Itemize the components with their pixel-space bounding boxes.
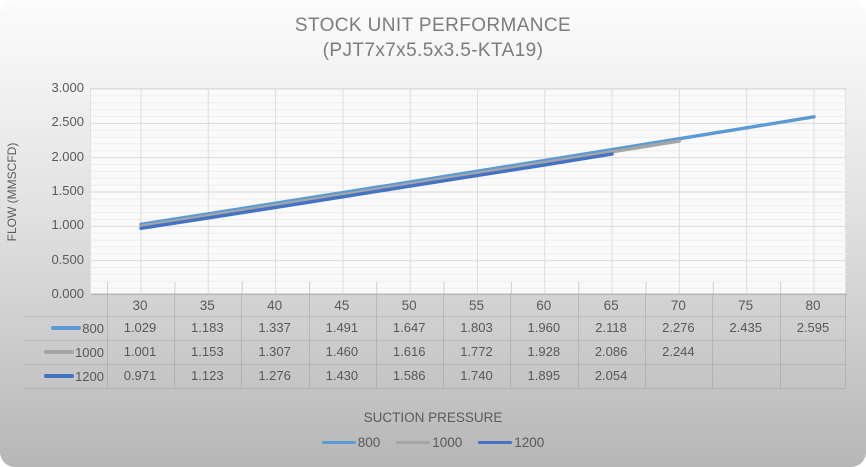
x-axis-category-label: 75: [738, 298, 754, 313]
legend-entry-1200[interactable]: 1200: [478, 435, 544, 450]
table-row-label: 1200: [75, 368, 104, 384]
table-grid-line: [24, 340, 846, 341]
legend-line-icon: [478, 440, 513, 445]
legend-entry-1000[interactable]: 1000: [396, 435, 462, 450]
table-cell: 1.895: [527, 368, 561, 383]
table-cell: 2.276: [662, 320, 695, 335]
table-grid-line: [24, 316, 846, 317]
table-cell: 2.118: [595, 320, 627, 335]
x-axis-title: SUCTION PRESSURE: [363, 410, 503, 425]
table-row-key-1000[interactable]: 1000: [24, 340, 104, 364]
table-cell: 1.029: [123, 320, 157, 335]
series-line-1200[interactable]: [139, 152, 614, 231]
legend-entry-800[interactable]: 800: [321, 435, 381, 450]
table-grid-line: [845, 294, 847, 388]
table-cell: 2.054: [594, 368, 628, 383]
series-key-line-icon: [51, 326, 82, 330]
table-cell: 0.971: [123, 368, 157, 383]
table-cell: 1.276: [258, 368, 291, 383]
chart-legend: 800 1000 1200: [0, 435, 866, 450]
table-row-key-800[interactable]: 800: [24, 316, 104, 340]
table-cell: 1.616: [392, 344, 426, 359]
x-axis-category-label: 65: [603, 298, 619, 313]
table-grid-line: [375, 294, 377, 388]
table-cell: 1.740: [460, 368, 493, 383]
table-cell: 1.491: [325, 320, 359, 335]
plot-area[interactable]: [90, 88, 847, 296]
table-grid-line: [24, 388, 846, 389]
table-grid-line: [443, 294, 445, 388]
table-cell: 1.586: [392, 368, 426, 383]
series-line-1000[interactable]: [139, 139, 682, 229]
x-axis-category-label: 60: [536, 298, 552, 313]
table-cell: 1.183: [191, 320, 224, 335]
table-grid-line: [779, 294, 781, 388]
table-grid-line: [24, 364, 846, 365]
legend-line-icon: [321, 440, 356, 445]
table-row-label: 1000: [75, 344, 104, 360]
x-axis-category-label: 30: [132, 298, 148, 313]
x-axis-category-label: 35: [199, 298, 215, 313]
y-axis-tick-label: 3.000: [51, 80, 84, 95]
y-axis-tick-label: 0.500: [51, 251, 84, 267]
legend-label: 1000: [432, 435, 463, 450]
legend-label: 1200: [514, 435, 545, 450]
table-cell: 1.772: [460, 344, 493, 359]
x-axis-category-label: 70: [670, 298, 686, 313]
y-axis-tick-label: 1.500: [51, 183, 84, 198]
table-cell: 1.928: [527, 344, 561, 359]
series-key-line-icon: [44, 350, 75, 354]
chart-title: STOCK UNIT PERFORMANCE (PJT7x7x5.5x3.5-K…: [0, 13, 866, 63]
table-cell: 1.960: [527, 320, 561, 335]
table-cell: 1.803: [460, 320, 493, 335]
chart-title-line1: STOCK UNIT PERFORMANCE: [294, 15, 572, 36]
y-axis-tick-label: 0.000: [51, 286, 84, 301]
table-cell: 1.307: [258, 344, 291, 359]
table-grid-line: [577, 294, 579, 388]
series-key-line-icon: [44, 374, 75, 378]
table-cell: 1.460: [325, 344, 359, 359]
x-axis-category-label: 50: [401, 298, 417, 313]
table-row-key-1200[interactable]: 1200: [24, 364, 104, 388]
table-grid-line: [241, 294, 243, 388]
x-axis-category-label: 80: [805, 298, 821, 313]
x-axis-category-label: 45: [334, 298, 350, 313]
table-cell: 1.001: [123, 344, 157, 359]
table-cell: 2.244: [662, 344, 695, 359]
table-cell: 2.086: [594, 344, 628, 359]
y-axis-tick-label: 2.000: [51, 148, 84, 164]
legend-label: 800: [357, 435, 381, 450]
plot-svg: [91, 88, 847, 296]
table-row-label: 800: [82, 320, 104, 336]
table-grid-line: [645, 294, 646, 388]
table-grid-line: [510, 294, 512, 388]
table-cell: 2.435: [729, 320, 762, 335]
chart-title-line2: (PJT7x7x5.5x3.5-KTA19): [322, 40, 544, 61]
table-cell: 1.153: [191, 344, 224, 359]
table-cell: 1.647: [392, 320, 426, 335]
x-axis-category-label: 55: [468, 298, 485, 313]
x-axis-category-label: 40: [267, 298, 283, 313]
table-cell: 1.123: [191, 368, 224, 383]
table-cell: 2.595: [796, 320, 830, 335]
y-axis-tick-label: 1.000: [51, 217, 84, 233]
y-axis-tick-label: 2.500: [51, 114, 84, 130]
table-grid-line: [712, 294, 714, 388]
y-axis-title: FLOW (MMSCFD): [5, 142, 19, 242]
legend-line-icon: [396, 440, 431, 445]
table-grid-line: [308, 294, 310, 388]
table-grid-line: [106, 294, 108, 388]
table-cell: 1.430: [325, 368, 359, 383]
series-line-800[interactable]: [139, 115, 816, 227]
table-grid-line: [173, 294, 175, 388]
table-cell: 1.337: [258, 320, 291, 335]
